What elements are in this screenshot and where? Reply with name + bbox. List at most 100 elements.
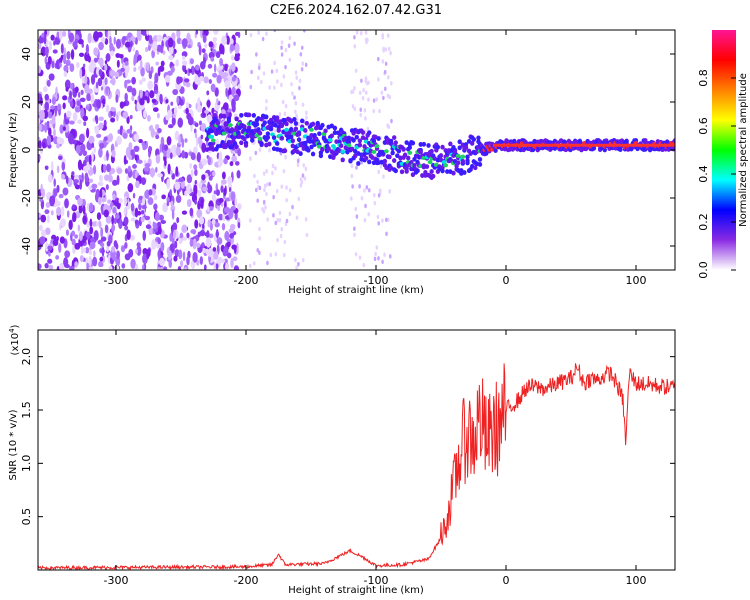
signal-blob: [591, 145, 597, 151]
y-tick-label: 2.0: [20, 348, 33, 366]
noise-blob: [101, 163, 104, 174]
colorbar-gradient: [712, 30, 736, 270]
noise-blob: [55, 255, 60, 260]
noise-blob: [53, 128, 56, 138]
y-tick-label: 40: [20, 47, 33, 61]
colorbar-tick-label: 0.0: [697, 261, 710, 279]
noise-blob: [227, 252, 232, 259]
noise-blob: [105, 53, 111, 62]
noise-blob: [104, 77, 108, 86]
noise-blob: [358, 255, 362, 260]
signal-core: [327, 137, 333, 142]
noise-blob: [304, 166, 308, 172]
noise-blob: [79, 255, 84, 262]
noise-blob: [388, 95, 392, 100]
noise-blob: [299, 183, 303, 188]
noise-blob: [181, 224, 188, 233]
noise-blob: [159, 65, 165, 72]
noise-blob: [48, 73, 55, 81]
noise-blob: [211, 218, 216, 226]
signal-blob: [209, 128, 214, 134]
noise-blob: [110, 107, 117, 112]
noise-blob: [230, 257, 234, 268]
signal-core: [228, 123, 233, 128]
noise-blob: [111, 223, 116, 232]
signal-blob: [310, 151, 316, 157]
signal-core: [316, 144, 322, 149]
noise-blob: [284, 64, 287, 70]
noise-blob: [134, 219, 139, 225]
noise-blob: [97, 77, 103, 87]
noise-blob: [130, 217, 136, 222]
noise-blob: [385, 217, 388, 222]
noise-blob: [53, 178, 56, 187]
noise-blob: [249, 218, 252, 223]
noise-blob: [45, 202, 51, 209]
signal-core: [407, 150, 413, 155]
signal-blob: [393, 168, 398, 174]
noise-blob: [70, 49, 75, 60]
noise-blob: [77, 159, 83, 171]
signal-blob: [256, 127, 261, 132]
noise-blob: [78, 203, 83, 214]
noise-blob: [48, 111, 53, 116]
noise-blob: [153, 203, 158, 211]
signal-blob: [429, 148, 434, 154]
noise-blob: [54, 105, 58, 117]
noise-blob: [95, 81, 99, 89]
noise-blob: [47, 56, 52, 65]
noise-blob: [358, 184, 361, 189]
noise-blob: [93, 250, 96, 258]
noise-blob: [97, 181, 104, 187]
noise-blob: [99, 242, 105, 247]
signal-blob: [465, 154, 470, 160]
noise-blob: [100, 86, 104, 91]
signal-blob: [392, 135, 397, 141]
noise-blob: [186, 198, 192, 208]
noise-blob: [285, 197, 288, 203]
noise-blob: [377, 256, 380, 261]
noise-blob: [103, 155, 107, 162]
noise-blob: [88, 250, 93, 256]
noise-blob: [135, 49, 139, 57]
signal-blob: [367, 159, 372, 165]
noise-blob: [83, 247, 87, 253]
noise-blob: [300, 45, 304, 50]
signal-blob: [404, 168, 409, 174]
noise-blob: [274, 166, 277, 171]
noise-blob: [282, 252, 286, 258]
noise-blob: [123, 216, 129, 226]
noise-blob: [169, 152, 173, 160]
noise-blob: [99, 188, 103, 199]
noise-blob: [256, 198, 259, 203]
noise-blob: [126, 116, 130, 124]
noise-blob: [375, 97, 378, 102]
signal-blob: [310, 121, 316, 127]
noise-blob: [88, 63, 95, 73]
noise-blob: [216, 74, 222, 84]
signal-blob: [296, 131, 302, 137]
noise-blob: [123, 195, 127, 206]
noise-blob: [367, 188, 371, 193]
noise-blob: [354, 206, 358, 212]
noise-blob: [87, 32, 92, 44]
noise-blob: [65, 229, 70, 236]
noise-blob: [173, 255, 178, 262]
noise-blob: [288, 188, 292, 193]
noise-blob: [235, 161, 240, 166]
noise-blob: [377, 77, 380, 82]
noise-blob: [199, 75, 204, 82]
noise-blob: [100, 236, 107, 242]
noise-blob: [227, 176, 233, 185]
noise-blob: [212, 72, 218, 78]
noise-blob: [268, 85, 272, 90]
noise-blob: [98, 69, 103, 77]
noise-blob: [55, 86, 58, 96]
noise-blob: [181, 55, 186, 61]
noise-blob: [362, 87, 365, 93]
noise-blob: [353, 86, 356, 91]
signal-blob: [250, 137, 255, 143]
noise-blob: [225, 262, 229, 270]
signal-blob: [279, 123, 285, 129]
noise-blob: [96, 212, 102, 221]
